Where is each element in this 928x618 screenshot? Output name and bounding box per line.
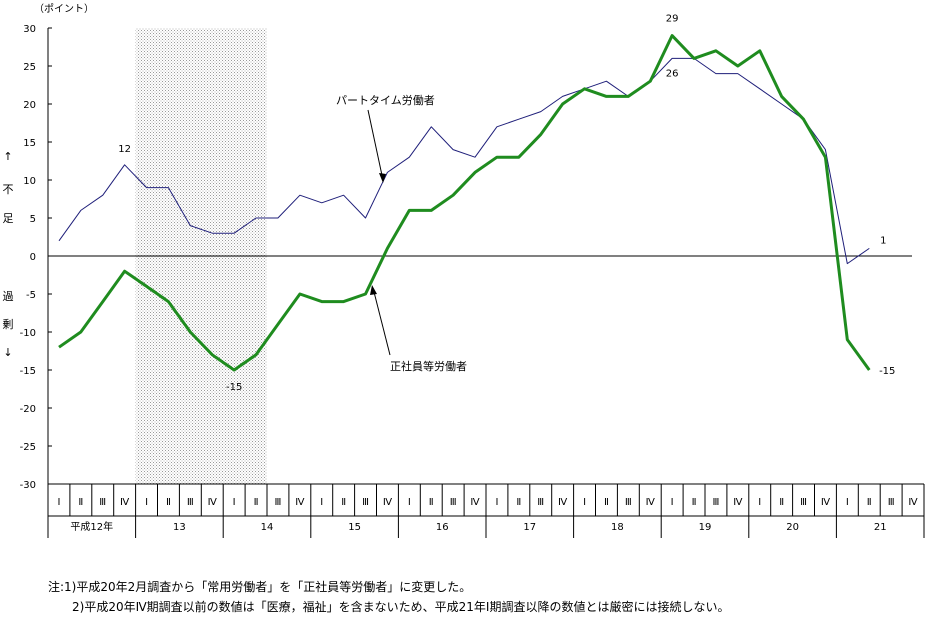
quarter-label: Ⅱ [254,497,259,508]
data-label: 12 [118,144,131,155]
y-tick-label: -10 [20,328,36,339]
quarter-label: Ⅰ [846,497,849,508]
series-line-1 [58,34,871,372]
y-tick-label: -25 [20,442,36,453]
series-label-arrow [379,173,386,183]
year-label: 13 [173,522,186,533]
series-label-regular: 正社員等労働者 [390,359,467,373]
quarter-label: Ⅲ [712,497,719,508]
y-unit-label: （ポイント） [34,3,94,15]
quarter-label: Ⅰ [408,497,411,508]
series-label-leader [367,109,384,181]
quarter-label: Ⅱ [692,497,697,508]
y-tick-label: 5 [30,214,36,225]
y-side-label: ↑ [3,150,12,163]
y-side-label: 過 [3,290,14,303]
footnote-2: 2)平成20年Ⅳ期調査以前の数値は「医療，福祉」を含まないため、平成21年Ⅰ期調… [72,600,730,614]
quarter-label: Ⅳ [821,497,831,508]
y-tick-label: 15 [23,138,36,149]
year-label: 16 [436,522,449,533]
quarter-label: Ⅲ [450,497,457,508]
year-label: 15 [348,522,361,533]
quarter-label: Ⅱ [166,497,171,508]
quarter-label: Ⅲ [362,497,369,508]
data-label: -15 [226,382,242,393]
quarter-label: Ⅰ [495,497,498,508]
quarter-label: Ⅰ [320,497,323,508]
footnote-1: 注:1)平成20年2月調査から「常用労働者」を「正社員等労働者」に変更した。 [48,580,472,594]
y-tick-label: -15 [20,366,36,377]
quarter-label: Ⅰ [57,497,60,508]
y-tick-label: 20 [23,100,36,111]
quarter-label: Ⅱ [78,497,83,508]
quarter-label: Ⅱ [516,497,521,508]
quarter-label: Ⅱ [604,497,609,508]
data-label: 26 [666,68,679,79]
year-label: 平成12年 [70,520,113,533]
y-tick-label: 0 [30,252,36,263]
quarter-label: Ⅳ [646,497,656,508]
year-label: 21 [874,522,887,533]
y-side-label: 足 [3,212,14,225]
quarter-label: Ⅳ [908,497,918,508]
quarter-label: Ⅰ [758,497,761,508]
quarter-label: Ⅳ [470,497,480,508]
y-tick-label: 10 [23,176,36,187]
series-line-0 [58,57,870,265]
quarter-label: Ⅳ [733,497,743,508]
quarter-label: Ⅲ [187,497,194,508]
y-side-label: ↓ [3,346,12,359]
series-label-leader [372,287,391,356]
quarter-label: Ⅰ [671,497,674,508]
year-label: 19 [699,522,712,533]
quarter-label: Ⅳ [120,497,130,508]
y-tick-label: 30 [23,24,36,35]
y-tick-label: -5 [26,290,36,301]
data-label: 1 [880,235,886,246]
quarter-label: Ⅰ [233,497,236,508]
series-label-arrow [370,285,377,295]
quarter-label: Ⅱ [867,497,872,508]
quarter-label: Ⅱ [779,497,784,508]
y-tick-label: 25 [23,62,36,73]
quarter-label: Ⅰ [583,497,586,508]
y-tick-label: -20 [20,404,36,415]
year-label: 17 [523,522,536,533]
quarter-label: Ⅱ [341,497,346,508]
quarter-label: Ⅳ [295,497,305,508]
quarter-label: Ⅳ [383,497,393,508]
quarter-label: Ⅲ [800,497,807,508]
quarter-label: Ⅲ [274,497,281,508]
year-label: 18 [611,522,624,533]
y-side-label: 剰 [3,318,14,331]
quarter-label: Ⅲ [99,497,106,508]
quarter-label: Ⅳ [208,497,218,508]
labor-shortage-chart: 30 25 20 15 10 5 0 -5 -10 -15 -20 -25 -30 （ポイント） ↑ 不足過剰… [3,3,925,538]
year-label: 14 [261,522,274,533]
quarter-label: Ⅱ [429,497,434,508]
quarter-label: Ⅲ [537,497,544,508]
quarter-label: Ⅰ [145,497,148,508]
quarter-label: Ⅳ [558,497,568,508]
data-label: 29 [666,14,679,25]
quarter-label: Ⅲ [888,497,895,508]
y-side-label: 不 [3,183,14,196]
quarter-label: Ⅲ [625,497,632,508]
series-label-part: パートタイム労働者 [336,93,435,107]
y-tick-label: -30 [20,480,36,491]
data-label: -15 [879,366,895,377]
year-label: 20 [786,522,799,533]
